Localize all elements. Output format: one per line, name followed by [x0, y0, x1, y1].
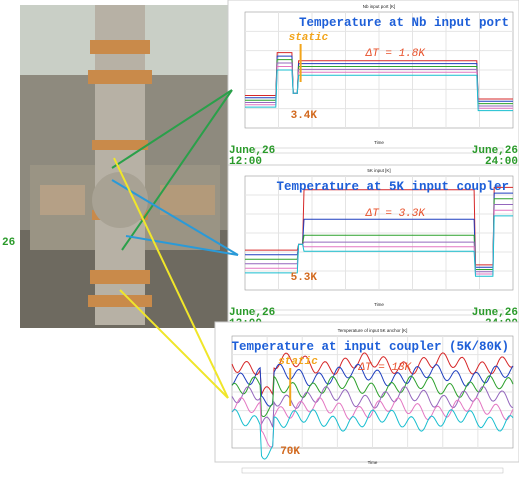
legend: [242, 468, 503, 473]
chart-header: 5K input [K]: [367, 168, 390, 173]
panel: Nb input port [K] Time Temperature at Nb i…: [228, 0, 519, 168]
static-label: static: [278, 356, 318, 368]
axis-label: Time: [374, 140, 384, 145]
photo: [20, 5, 228, 328]
low-label: 3.4K: [291, 110, 318, 122]
slide: 26 Nb input port [K] Time Temperature at N…: [0, 0, 519, 490]
panel: Temperature of input 5K anchor [K] Time Te…: [215, 322, 519, 473]
static-label: static: [289, 32, 329, 44]
chart-header: Nb input port [K]: [363, 4, 396, 9]
delta-label: ΔT = 1.8K: [365, 48, 427, 60]
panel-title: Temperature at 5K input coupler: [276, 180, 509, 194]
panel-title: Temperature at Nb input port: [299, 16, 509, 30]
low-label: 5.3K: [291, 272, 318, 284]
delta-label: ΔT = 3.3K: [365, 208, 427, 220]
low-label: 70K: [280, 446, 300, 458]
delta-label: ΔT = 13K: [357, 362, 412, 374]
axis-label: Time: [368, 460, 378, 465]
chart-header: Temperature of input 5K anchor [K]: [338, 328, 408, 333]
panel-title: Temperature at input coupler (5K/80K): [231, 340, 509, 354]
panel: 5K input [K] Time Temperature at 5K input …: [228, 165, 519, 330]
side-label: 26: [2, 237, 15, 249]
axis-label: Time: [374, 302, 384, 307]
